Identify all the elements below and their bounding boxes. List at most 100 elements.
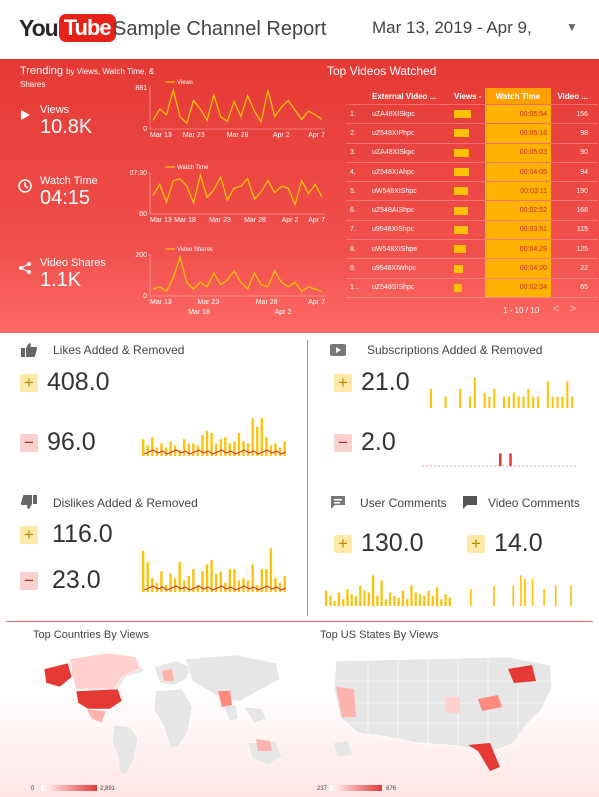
table-row[interactable]: 9. u9548XIWhpc 00:04:20 22 <box>346 259 598 279</box>
views-bar <box>454 168 469 177</box>
kpi-views-value: 10.8K <box>40 116 93 138</box>
us-states-map[interactable] <box>328 647 558 777</box>
bar <box>423 595 426 606</box>
bar <box>187 575 190 592</box>
table-row[interactable]: 3. uZA48XISkpc 00:05:03 90 <box>346 143 598 163</box>
bar <box>431 595 434 606</box>
bar <box>483 392 486 408</box>
table-row[interactable]: 6. uZ548AIShpc 00:02:52 168 <box>346 201 598 221</box>
views-bar-cell <box>454 105 484 123</box>
countries-map-title: Top Countries By Views <box>33 629 149 641</box>
video-id-cell: u9548XIWhpc <box>372 265 416 273</box>
watch-time-cell: 00:05:03 <box>485 143 551 162</box>
column-header-video-count[interactable]: Video ... <box>557 91 588 101</box>
bar <box>183 439 186 456</box>
table-row[interactable]: 8. uW548XIShpe 00:04:29 125 <box>346 240 598 260</box>
bar <box>260 418 263 456</box>
watch-time-cell: 00:04:20 <box>485 259 551 278</box>
video-count-cell: 22 <box>580 265 588 273</box>
subscriptions-removed-value: 2.0 <box>361 428 396 456</box>
column-header-video[interactable]: External Video ... <box>372 91 437 101</box>
table-pager-arrows: <> <box>553 303 586 315</box>
bar <box>201 571 204 592</box>
row-number: 8. <box>350 245 356 253</box>
views-bar <box>454 129 469 138</box>
x-tick-label: Mar 23 <box>183 132 205 139</box>
video-count-cell: 190 <box>576 187 588 195</box>
views-bar-cell <box>454 279 484 297</box>
bar <box>183 580 186 592</box>
kpi-views-label: Views <box>40 104 70 116</box>
y-axis-max-label: 200 <box>135 252 147 259</box>
bar <box>265 569 268 592</box>
bar <box>444 594 447 606</box>
dislikes-added-value: 116.0 <box>52 520 113 548</box>
column-header-views[interactable]: Views - <box>454 91 482 101</box>
bar <box>333 600 336 606</box>
views-trend-chart: Views 881 0 Mar 13 Mar 23 Mar 28 Apr 2 Apr 7 <box>130 77 330 154</box>
video-count-cell: 98 <box>580 129 588 137</box>
video-id-cell: uZ548XIPhpc <box>372 129 415 137</box>
bar <box>178 562 181 592</box>
bar <box>418 594 422 606</box>
bar <box>256 585 259 592</box>
video-count-cell: 168 <box>576 207 588 215</box>
bar <box>524 578 526 606</box>
bar <box>269 445 273 456</box>
table-row[interactable]: 4. uZ548XIAhpc 00:04:05 94 <box>346 162 598 183</box>
bar <box>283 575 286 592</box>
column-header-watch-time[interactable]: Watch Time <box>485 88 551 104</box>
date-range-picker[interactable]: Mar 13, 2019 - Apr 9, 2019 <box>372 18 537 37</box>
states-legend-max: 876 <box>386 786 397 792</box>
video-id-cell: uZ548AIShpc <box>372 207 415 215</box>
chevron-left-icon[interactable]: < <box>553 303 570 315</box>
bar <box>517 396 520 408</box>
row-number: 5. <box>350 187 356 195</box>
bar <box>169 441 172 456</box>
chevron-down-icon[interactable]: ▼ <box>566 20 578 34</box>
views-bar-cell <box>454 240 484 258</box>
bar <box>554 585 557 606</box>
x-tick-label: Apr 7 <box>308 299 325 306</box>
kpi-shares-label: Video Shares <box>40 257 106 269</box>
bar <box>468 396 471 408</box>
x-tick-label: Mar 18 <box>188 309 210 316</box>
video-count-cell: 65 <box>580 284 588 292</box>
watch-time-cell: 00:05:54 <box>485 105 551 124</box>
bar <box>246 443 250 456</box>
video-id-cell: uZA48XISkpc <box>372 110 415 118</box>
table-row[interactable]: 1. uZA48XISkpc 00:05:54 156 <box>346 105 598 125</box>
section-divider-horizontal <box>6 621 593 622</box>
views-bar <box>454 225 468 234</box>
bar <box>551 396 554 408</box>
watch-time-cell: 00:02:34 <box>485 278 551 297</box>
table-row[interactable]: 1... uZ548SIShpc 00:02:34 65 <box>346 278 598 298</box>
x-tick-label: Apr 2 <box>275 309 292 316</box>
table-row[interactable]: 7. u9548XIShpc 00:03:51 115 <box>346 220 598 241</box>
video-icon <box>330 344 346 356</box>
x-tick-label: Mar 28 <box>256 299 278 306</box>
x-tick-label: Mar 23 <box>209 217 231 224</box>
bar <box>493 585 495 606</box>
world-map[interactable] <box>26 647 296 787</box>
bar <box>342 599 345 606</box>
series-line <box>152 254 323 293</box>
table-row[interactable]: 5. uW548XIShpc 00:03:11 190 <box>346 182 598 202</box>
x-tick-label: Mar 13 <box>150 299 172 306</box>
y-axis-min-label: 0 <box>143 126 147 133</box>
views-bar-cell <box>454 163 484 181</box>
bar <box>440 599 443 606</box>
dislikes-removed-value: 23.0 <box>52 566 101 594</box>
bar <box>384 599 387 606</box>
views-bar <box>454 206 468 215</box>
table-row[interactable]: 2. uZ548XIPhpc 00:05:18 98 <box>346 124 598 144</box>
bar <box>283 441 286 456</box>
bar <box>205 564 209 592</box>
top-videos-table: External Video ... Views - Watch Time Vi… <box>346 88 598 298</box>
x-tick-label: Apr 7 <box>308 217 325 224</box>
y-axis-min-label: 00 <box>139 211 147 218</box>
views-bar-cell <box>454 259 484 277</box>
row-number: 2. <box>350 129 356 137</box>
chevron-right-icon[interactable]: > <box>569 303 586 315</box>
bar <box>488 396 491 408</box>
